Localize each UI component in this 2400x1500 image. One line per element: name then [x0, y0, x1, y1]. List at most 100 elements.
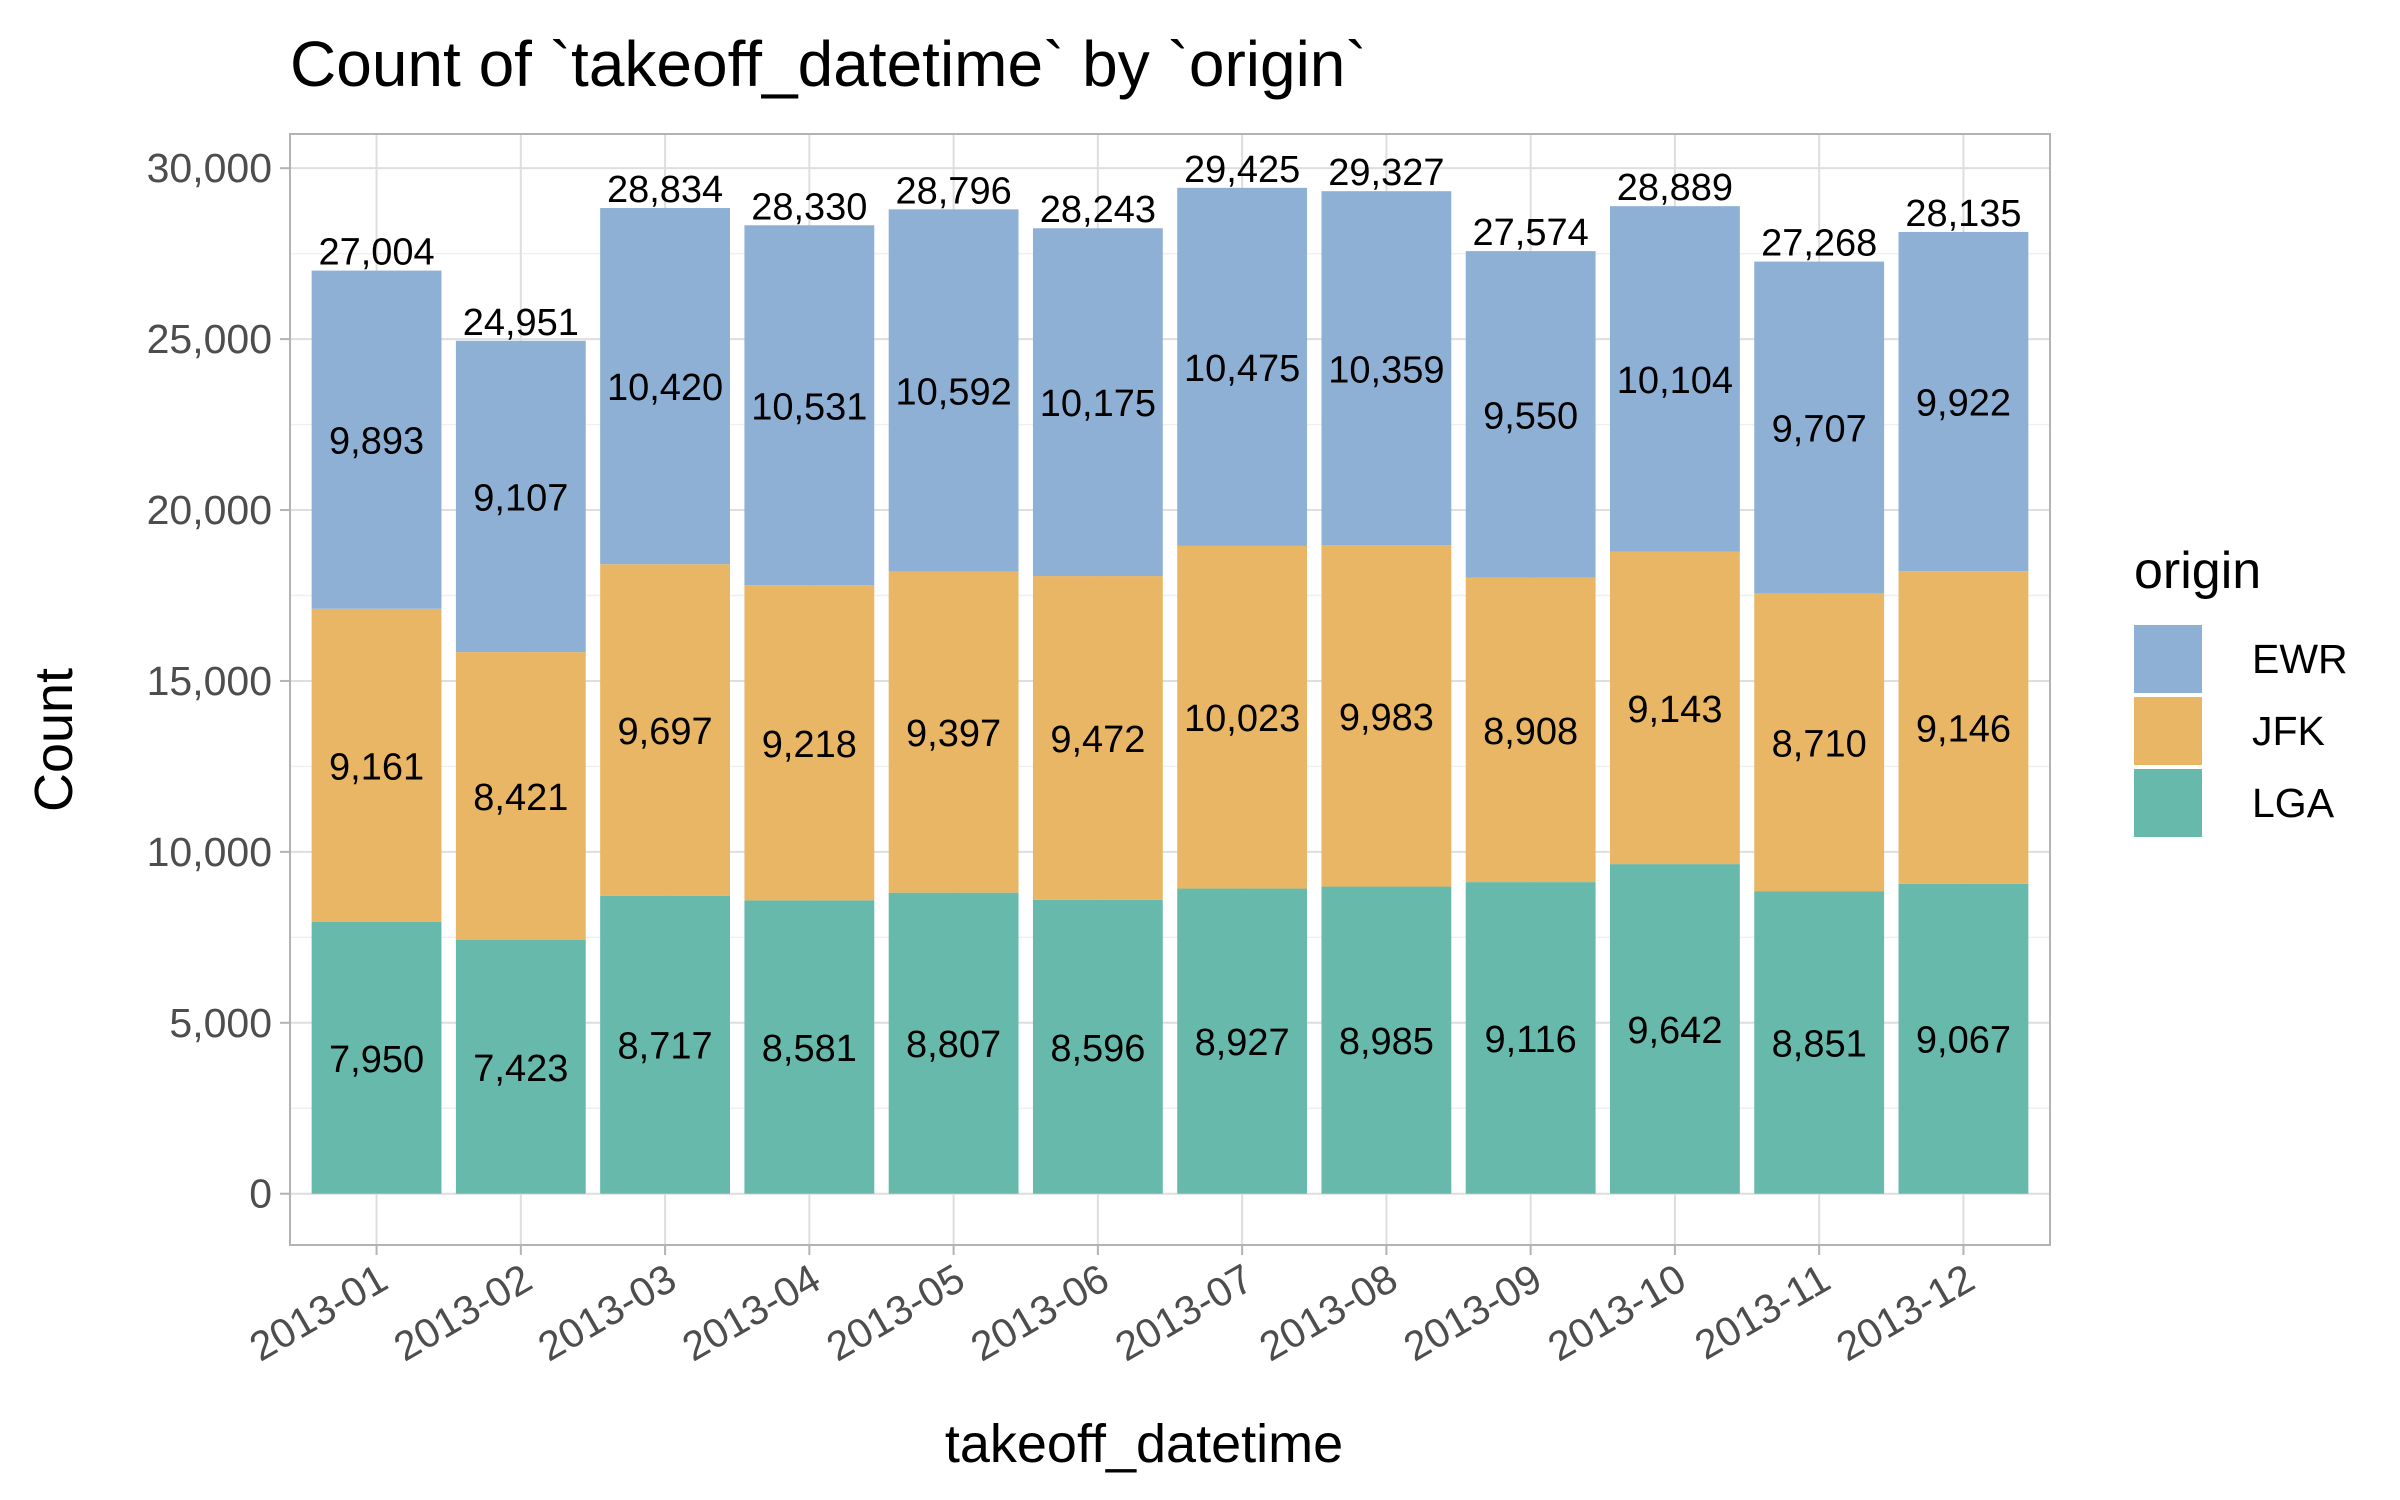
x-tick-label: 2013-10 [1540, 1255, 1693, 1370]
y-tick-label: 5,000 [169, 1000, 272, 1046]
y-tick-label: 25,000 [147, 316, 272, 362]
legend-key-lga [2134, 769, 2202, 837]
legend-label-jfk: JFK [2252, 708, 2325, 754]
bar-lga [1032, 899, 1163, 1194]
total-label: 27,004 [318, 232, 434, 274]
x-tick-label: 2013-06 [963, 1255, 1116, 1370]
bar-jfk [600, 564, 730, 896]
data-label-lga: 8,581 [762, 1028, 857, 1070]
data-label-lga: 8,985 [1339, 1021, 1434, 1063]
data-label-ewr: 9,922 [1916, 383, 2011, 425]
total-label: 28,330 [751, 186, 867, 228]
bar-ewr [311, 270, 442, 609]
x-tick-label: 2013-02 [386, 1255, 539, 1370]
data-label-jfk: 9,218 [762, 724, 857, 766]
bar-lga [1321, 886, 1452, 1194]
data-label-jfk: 8,710 [1772, 723, 1867, 765]
x-tick-label: 2013-11 [1687, 1255, 1838, 1369]
y-tick-label: 0 [249, 1171, 272, 1217]
data-label-ewr: 9,107 [473, 477, 568, 519]
data-label-lga: 8,717 [618, 1026, 713, 1068]
bar-lga [888, 892, 1019, 1194]
x-tick-label: 2013-09 [1396, 1255, 1549, 1370]
x-tick-label: 2013-07 [1107, 1255, 1260, 1370]
data-label-ewr: 10,420 [607, 367, 723, 409]
legend: origin EWR JFK LGA [2134, 542, 2348, 837]
x-tick-label: 2013-04 [675, 1255, 828, 1370]
data-label-ewr: 10,359 [1328, 349, 1444, 391]
data-label-jfk: 9,697 [618, 711, 713, 753]
data-label-ewr: 10,104 [1617, 360, 1733, 402]
x-tick-label: 2013-05 [819, 1255, 972, 1370]
y-axis-title: Count [24, 668, 84, 812]
data-label-lga: 8,807 [906, 1024, 1001, 1066]
y-tick-label: 10,000 [147, 829, 272, 875]
bar-lga [1754, 891, 1885, 1194]
bar-jfk [455, 652, 586, 940]
data-label-ewr: 10,592 [895, 371, 1011, 413]
bar-jfk [1610, 551, 1740, 865]
data-label-ewr: 9,893 [329, 421, 424, 463]
data-label-lga: 9,067 [1916, 1020, 2011, 1062]
legend-key-ewr [2134, 625, 2202, 693]
x-axis-title: takeoff_datetime [945, 1414, 1343, 1474]
bar-jfk [1032, 576, 1163, 900]
data-label-ewr: 9,550 [1483, 395, 1578, 437]
total-label: 28,796 [895, 170, 1011, 212]
bar-jfk [1321, 545, 1452, 887]
total-label: 28,243 [1040, 189, 1156, 231]
total-label: 29,327 [1328, 152, 1444, 194]
bar-ewr [888, 209, 1019, 572]
x-tick-label: 2013-01 [242, 1255, 395, 1370]
total-label: 27,574 [1473, 212, 1589, 254]
bar-jfk [888, 571, 1019, 893]
total-label: 27,268 [1761, 223, 1877, 265]
bar-ewr [1465, 251, 1596, 578]
bar-jfk [1177, 545, 1308, 889]
x-tick-label: 2013-08 [1252, 1255, 1405, 1370]
total-label: 29,425 [1184, 149, 1300, 191]
bar-ewr [1754, 261, 1885, 594]
bar-ewr [1032, 228, 1163, 577]
bar-lga [455, 939, 586, 1194]
y-tick-label: 20,000 [147, 487, 272, 533]
x-tick-label: 2013-03 [530, 1255, 683, 1370]
bar-ewr [1321, 191, 1452, 546]
bar-lga [1898, 883, 2029, 1194]
total-label: 28,834 [607, 169, 723, 211]
bar-lga [1465, 882, 1596, 1194]
data-label-jfk: 10,023 [1184, 698, 1300, 740]
legend-label-ewr: EWR [2252, 636, 2348, 682]
x-tick-label: 2013-12 [1829, 1255, 1982, 1370]
data-label-lga: 9,116 [1485, 1019, 1577, 1061]
bar-ewr [600, 208, 730, 565]
bars [311, 187, 2029, 1194]
data-label-lga: 8,851 [1772, 1023, 1867, 1065]
data-label-jfk: 9,146 [1916, 708, 2011, 750]
data-label-ewr: 10,475 [1184, 348, 1300, 390]
data-label-lga: 8,927 [1195, 1022, 1290, 1064]
data-label-jfk: 8,421 [473, 777, 568, 819]
bar-jfk [311, 608, 442, 922]
data-label-ewr: 10,531 [751, 386, 867, 428]
y-tick-label: 30,000 [147, 145, 272, 191]
total-label: 28,889 [1617, 167, 1733, 209]
bar-ewr [1610, 206, 1740, 552]
bar-ewr [1898, 231, 2029, 572]
data-label-jfk: 9,472 [1050, 719, 1145, 761]
data-label-lga: 8,596 [1050, 1028, 1145, 1070]
data-label-lga: 7,423 [473, 1048, 568, 1090]
data-label-lga: 7,950 [329, 1039, 424, 1081]
data-label-jfk: 9,983 [1339, 697, 1434, 739]
data-label-ewr: 10,175 [1040, 383, 1156, 425]
bar-lga [744, 900, 875, 1194]
data-labels: 7,950 7,423 8,717 8,581 8,807 8,596 8,927 8,985… [318, 149, 2021, 1090]
y-tick-label: 15,000 [147, 658, 272, 704]
legend-key-jfk [2134, 697, 2202, 765]
data-label-lga: 9,642 [1627, 1010, 1722, 1052]
bar-jfk [1754, 593, 1885, 892]
bar-ewr [744, 225, 875, 586]
bar-jfk [1898, 571, 2029, 884]
total-label: 24,951 [463, 302, 579, 344]
